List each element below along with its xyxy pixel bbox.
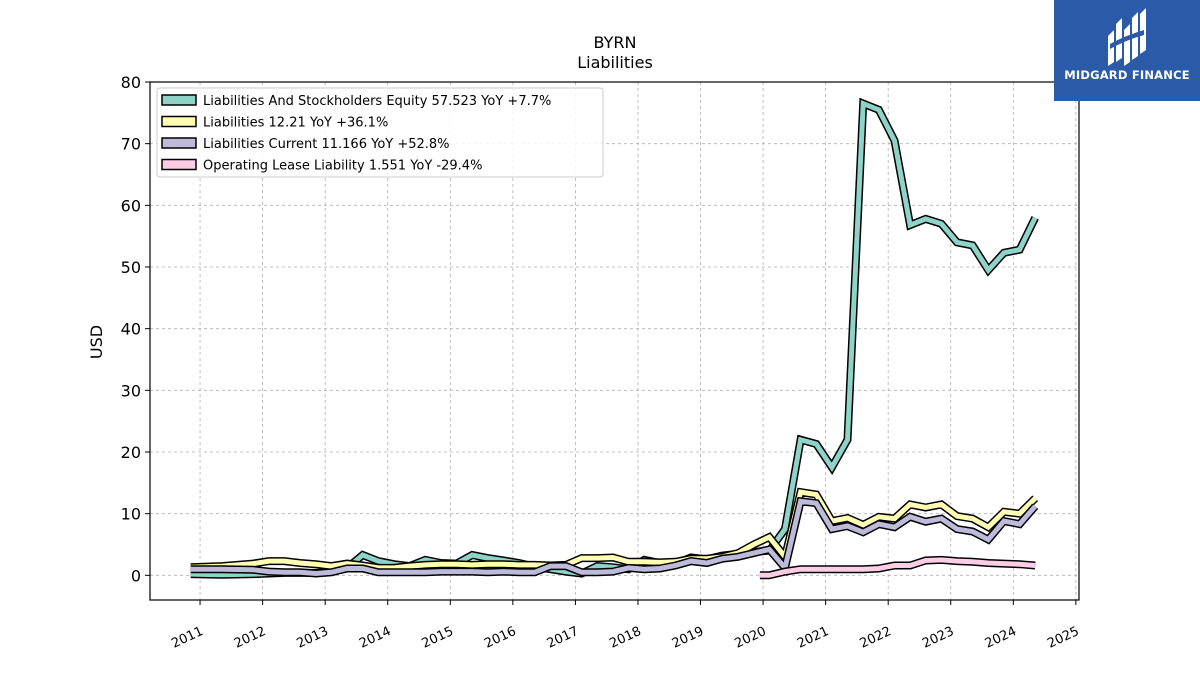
brand-logo: MIDGARD FINANCE bbox=[1054, 0, 1200, 101]
x-tick-label: 2025 bbox=[1045, 624, 1081, 652]
y-axis-ticks: 0 10 20 30 40 50 60 70 80 bbox=[121, 73, 150, 585]
series-line-1 bbox=[190, 489, 1037, 571]
y-tick-label: 70 bbox=[121, 135, 141, 154]
plot-frame bbox=[149, 81, 1080, 601]
legend-entry-0: Liabilities And Stockholders Equity 57.5… bbox=[203, 94, 551, 109]
legend-swatch-3 bbox=[161, 158, 197, 171]
x-tick-label: 2011 bbox=[169, 624, 205, 652]
series-lines bbox=[190, 97, 1039, 580]
x-tick-label: 2014 bbox=[357, 624, 393, 652]
brand-name: MIDGARD FINANCE bbox=[1064, 68, 1190, 82]
x-tick-label: 2016 bbox=[482, 624, 518, 652]
x-tick-label: 2013 bbox=[295, 624, 331, 652]
x-tick-label: 2021 bbox=[795, 624, 831, 652]
legend-entry-1: Liabilities 12.21 YoY +36.1% bbox=[203, 116, 388, 131]
x-axis-ticks: 2011 2012 2013 2014 2015 2016 2017 2018 2019 2020… bbox=[169, 600, 1082, 652]
x-tick-label: 2018 bbox=[607, 624, 643, 652]
y-tick-label: 20 bbox=[121, 443, 141, 462]
legend-swatch-1 bbox=[161, 115, 197, 128]
brand-mark-icon bbox=[1108, 8, 1146, 66]
y-tick-label: 80 bbox=[121, 73, 141, 92]
chart-subtitle: Liabilities bbox=[577, 53, 653, 72]
y-tick-label: 40 bbox=[121, 320, 141, 339]
legend-entry-2: Liabilities Current 11.166 YoY +52.8% bbox=[203, 137, 450, 152]
legend-swatch-2 bbox=[161, 137, 197, 149]
y-tick-label: 50 bbox=[121, 258, 141, 277]
x-tick-label: 2015 bbox=[420, 624, 456, 652]
x-tick-label: 2019 bbox=[670, 624, 706, 652]
x-tick-label: 2020 bbox=[732, 624, 768, 652]
y-tick-label: 10 bbox=[121, 505, 141, 524]
series-line-3 bbox=[759, 557, 1036, 578]
x-tick-label: 2012 bbox=[232, 624, 268, 652]
x-tick-label: 2022 bbox=[858, 624, 894, 652]
x-tick-label: 2024 bbox=[983, 624, 1019, 652]
x-tick-label: 2023 bbox=[920, 624, 956, 652]
series-line-2 bbox=[190, 498, 1038, 577]
x-tick-label: 2017 bbox=[545, 624, 581, 652]
y-tick-label: 60 bbox=[121, 196, 141, 215]
y-tick-label: 30 bbox=[121, 381, 141, 400]
y-axis-label: USD bbox=[87, 325, 106, 359]
y-tick-label: 0 bbox=[131, 566, 141, 585]
legend-swatch-0 bbox=[161, 94, 197, 106]
legend-entry-3: Operating Lease Liability 1.551 YoY -29.… bbox=[203, 159, 482, 174]
legend-box bbox=[156, 87, 604, 178]
legend: Liabilities And Stockholders Equity 57.5… bbox=[156, 87, 604, 178]
chart-title: BYRN bbox=[594, 33, 637, 52]
